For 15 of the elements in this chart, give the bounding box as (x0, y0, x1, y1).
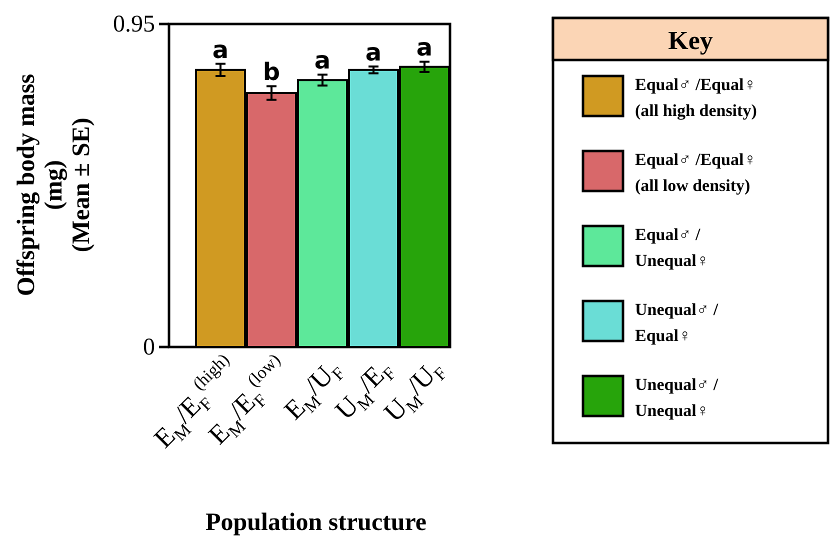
legend-label: Unequal♂ / Equal♀ (635, 300, 718, 345)
legend-label: Equal♂ /Equal♀ (all low density) (635, 150, 756, 195)
legend-label: Equal♂ /Equal♀ (all high density) (635, 75, 757, 120)
annotation: a (416, 34, 433, 62)
legend-title: Key (668, 26, 713, 55)
y-tick-label: 0 (143, 334, 155, 361)
annotation: a (212, 36, 229, 64)
y-axis-title: Offspring body mass (mg) (Mean ± SE) (13, 74, 95, 296)
annotation: a (365, 38, 382, 66)
annotation: a (314, 46, 331, 75)
legend-label: Unequal♂ / Unequal♀ (635, 375, 718, 420)
annotation: b (262, 58, 280, 86)
x-axis-title: Population structure (205, 509, 427, 536)
legend-label: Equal♂ / Unequal♀ (635, 225, 710, 270)
y-tick-label: 0.95 (113, 12, 155, 38)
